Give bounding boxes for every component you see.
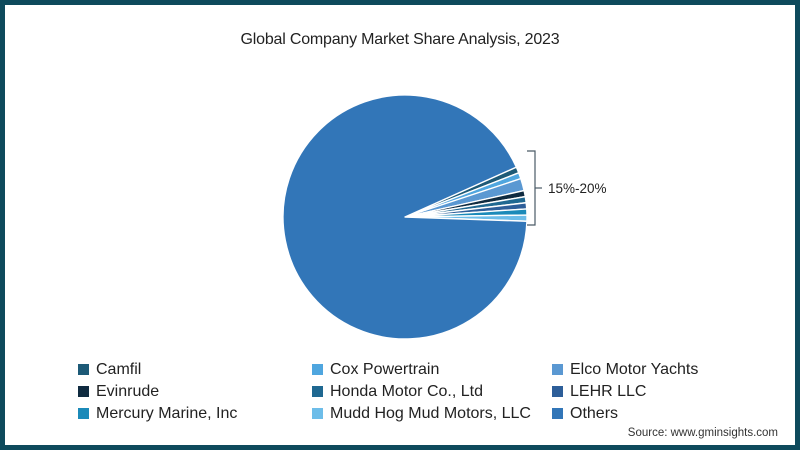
legend: Camfil Cox Powertrain Elco Motor Yachts …	[78, 359, 738, 424]
legend-label: Honda Motor Co., Ltd	[330, 382, 483, 400]
legend-swatch	[312, 386, 323, 397]
legend-item-camfil[interactable]: Camfil	[78, 359, 312, 380]
legend-swatch	[78, 364, 89, 375]
legend-swatch	[78, 408, 89, 419]
source-note: Source: www.gminsights.com	[627, 427, 778, 439]
legend-label: Mudd Hog Mud Motors, LLC	[330, 404, 531, 422]
chart-title: Global Company Market Share Analysis, 20…	[240, 31, 560, 48]
range-label: 15%-20%	[548, 181, 607, 196]
legend-item-elco-motor-yachts[interactable]: Elco Motor Yachts	[552, 359, 752, 380]
legend-item-mudd-hog[interactable]: Mudd Hog Mud Motors, LLC	[312, 403, 552, 424]
legend-item-honda[interactable]: Honda Motor Co., Ltd	[312, 381, 552, 402]
legend-swatch	[78, 386, 89, 397]
legend-swatch	[552, 408, 563, 419]
legend-item-mercury-marine[interactable]: Mercury Marine, Inc	[78, 403, 312, 424]
legend-item-lehr[interactable]: LEHR LLC	[552, 381, 752, 402]
legend-swatch	[552, 364, 563, 375]
legend-swatch	[312, 408, 323, 419]
legend-label: LEHR LLC	[570, 382, 647, 400]
legend-label: Evinrude	[96, 382, 160, 400]
legend-swatch	[552, 386, 563, 397]
legend-label: Others	[570, 404, 619, 422]
legend-label: Mercury Marine, Inc	[96, 404, 238, 422]
legend-label: Cox Powertrain	[330, 360, 440, 378]
legend-item-others[interactable]: Others	[552, 403, 752, 424]
pie-slice-others[interactable]	[282, 94, 528, 340]
range-bracket	[527, 150, 542, 226]
legend-swatch	[312, 364, 323, 375]
legend-label: Camfil	[96, 360, 142, 378]
legend-item-evinrude[interactable]: Evinrude	[78, 381, 312, 402]
legend-label: Elco Motor Yachts	[570, 360, 699, 378]
pie-slices	[282, 94, 528, 340]
legend-item-cox-powertrain[interactable]: Cox Powertrain	[312, 359, 552, 380]
